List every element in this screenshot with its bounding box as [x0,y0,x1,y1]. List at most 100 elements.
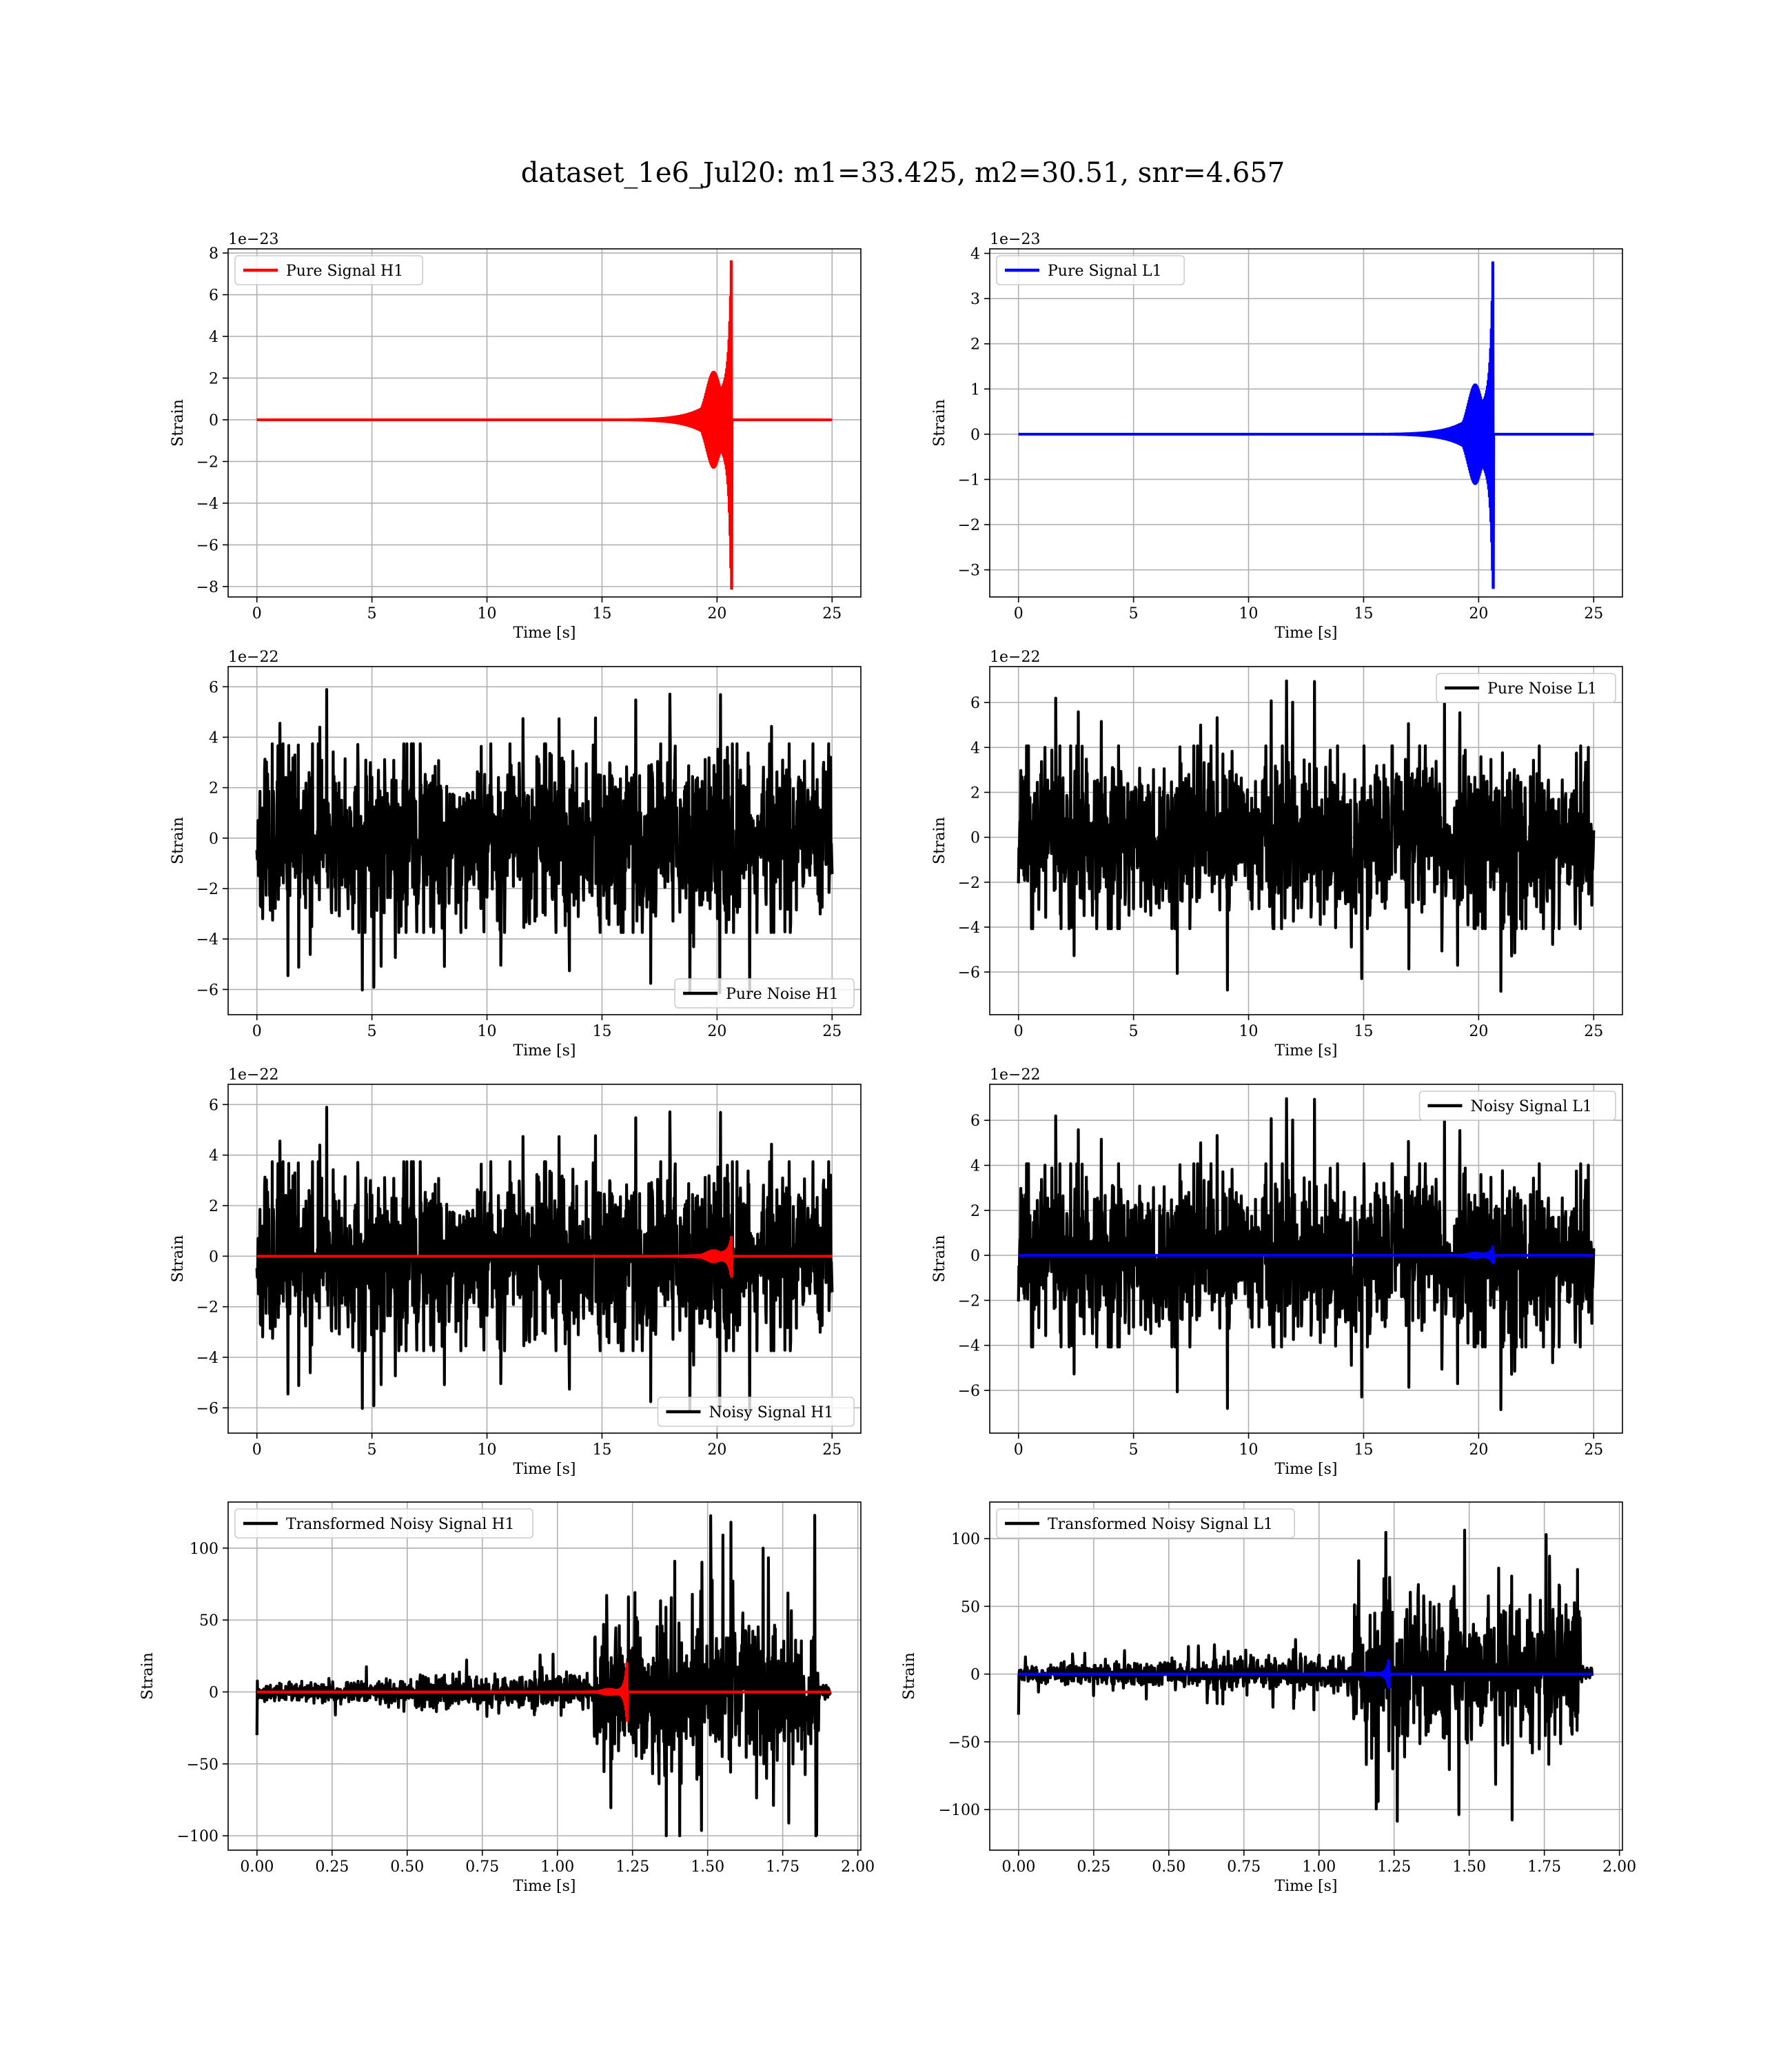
x-tick-label: 25 [1584,605,1603,622]
x-tick-label: 0.50 [1152,1858,1185,1876]
x-tick-label: 10 [1239,1023,1259,1040]
y-axis-label: Strain [901,1652,918,1700]
legend-box [234,255,424,285]
x-tick-label: 15 [592,1441,611,1459]
y-tick-label: −2 [196,881,218,898]
y-tick-label: 0 [970,1667,980,1684]
x-tick-label: 20 [1469,1023,1488,1040]
series-line-1 [1017,1097,1596,1412]
axes-frame [989,248,1623,598]
y-tick-label: 100 [190,1541,218,1558]
subplot-4: 0 5 10 15 20 25 −6 −4 −2 0 2 4 6 Time [s] Strain 1e−22 P… [931,649,1623,1060]
y-axis-label: Strain [931,399,948,447]
legend: Noisy Signal L1 [1418,1091,1616,1121]
y-tick-label: 1 [970,381,980,398]
y-tick-label: −4 [196,931,218,949]
y-tick-label: 2 [970,1203,980,1220]
y-tick-label: −2 [958,875,980,892]
x-tick-label: 20 [707,605,726,622]
series-line-1 [256,260,833,590]
x-tick-label: 1.50 [691,1858,724,1876]
x-tick-label: 0 [1014,1441,1024,1459]
y-tick-label: 6 [209,287,218,305]
x-tick-label: 1.00 [540,1858,574,1876]
axes-frame [989,1501,1623,1851]
x-axis-label: Time [s] [513,1042,576,1060]
x-axis-label: Time [s] [513,1878,576,1895]
x-tick-label: 0 [252,1441,262,1459]
plot-area [1017,1097,1596,1412]
y-tick-label: 2 [209,780,218,798]
x-axis-label: Time [s] [1274,625,1337,642]
axes-frame [227,248,862,598]
x-tick-label: 15 [592,1023,611,1040]
y-tick-label: 4 [970,246,980,263]
x-tick-label: 25 [1584,1023,1603,1040]
x-tick-label: 0.75 [465,1858,499,1876]
axis-offset-text: 1e−22 [228,649,278,666]
y-axis-label: Strain [170,399,187,447]
x-tick-label: 20 [707,1441,726,1459]
y-tick-label: −6 [196,982,218,999]
axis-offset-text: 1e−22 [990,649,1040,666]
series-line-1 [255,688,834,995]
x-tick-label: 0 [1014,1023,1024,1040]
subplot-6: 0 5 10 15 20 25 −6 −4 −2 0 2 4 6 Time [s] Strain 1e−22 N… [931,1066,1623,1478]
axes-frame [227,1084,862,1434]
plot-area [1017,679,1596,993]
y-tick-label: 6 [970,695,980,712]
y-tick-label: −8 [196,579,218,596]
x-tick-label: 1.75 [1527,1858,1561,1876]
y-tick-label: 2 [209,1198,218,1215]
x-tick-label: 0 [252,1023,262,1040]
x-tick-label: 5 [367,1441,377,1459]
legend-box [1418,1091,1616,1121]
subplot-7: 0.00 0.25 0.50 0.75 1.00 1.25 1.50 1.75 2.00 −100… [139,1501,875,1895]
figure-title: dataset_1e6_Jul20: m1=33.425, m2=30.51, … [520,157,1285,189]
x-tick-label: 25 [822,1441,842,1459]
x-tick-label: 10 [478,605,497,622]
subplot-8: 0.00 0.25 0.50 0.75 1.00 1.25 1.50 1.75 2.00 −100… [901,1501,1636,1895]
x-tick-label: 5 [367,1023,377,1040]
y-tick-label: 4 [970,740,980,757]
x-axis-label: Time [s] [513,625,576,642]
legend-box [234,1508,533,1539]
x-tick-label: 0.75 [1227,1858,1261,1876]
x-tick-label: 25 [822,1023,842,1040]
y-tick-label: 8 [209,245,218,263]
x-tick-label: 5 [1129,605,1139,622]
series-line-1 [1017,1528,1594,1823]
x-tick-label: 1.25 [615,1858,649,1876]
y-tick-label: −50 [187,1756,218,1774]
x-tick-label: 25 [1584,1441,1603,1459]
y-tick-label: −100 [939,1802,980,1819]
y-tick-label: 4 [970,1158,980,1175]
x-tick-label: 0.25 [315,1858,349,1876]
y-tick-label: −2 [958,1292,980,1310]
y-tick-label: −4 [196,1350,218,1367]
legend-label: Pure Noise L1 [1487,680,1597,698]
y-tick-label: −6 [958,1383,980,1400]
x-tick-label: 1.25 [1377,1858,1411,1876]
x-tick-label: 0 [1014,605,1024,622]
x-tick-label: 25 [822,605,842,622]
plot-area [255,688,834,995]
y-tick-label: −6 [196,1400,218,1417]
subplot-3: 0 5 10 15 20 25 −6 −4 −2 0 2 4 6 Time [s] Strain 1e−22 P… [170,649,862,1060]
y-tick-label: 50 [961,1599,980,1616]
x-tick-label: 1.00 [1302,1858,1336,1876]
y-tick-label: −6 [958,964,980,982]
x-tick-label: 10 [478,1023,497,1040]
series-line-1 [1017,261,1595,589]
legend: Transformed Noisy Signal H1 [234,1508,533,1539]
legend-label: Pure Signal H1 [286,263,403,280]
legend-box [657,1397,855,1427]
x-tick-label: 0.25 [1077,1858,1110,1876]
y-tick-label: 2 [970,336,980,354]
axis-offset-text: 1e−22 [228,1066,278,1084]
x-axis-label: Time [s] [1274,1878,1337,1895]
y-tick-label: −4 [958,920,980,937]
x-tick-label: 20 [1469,1441,1488,1459]
y-tick-label: 50 [199,1612,218,1630]
